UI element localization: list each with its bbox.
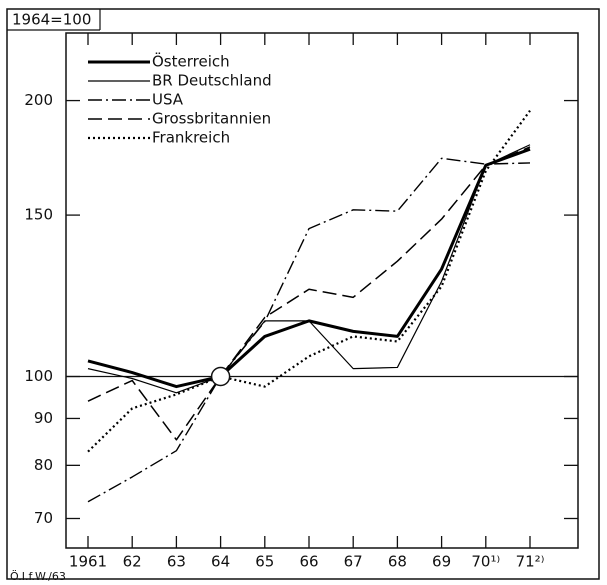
x-tick-label: 62 xyxy=(123,553,142,571)
x-tick-label: 66 xyxy=(299,553,318,571)
x-tick-label: 67 xyxy=(344,553,363,571)
legend-label: Grossbritannien xyxy=(152,110,271,128)
series-line xyxy=(87,110,531,453)
x-tick-label: 1961 xyxy=(69,553,107,571)
x-tick-label: 64 xyxy=(211,553,230,571)
y-tick-label: 200 xyxy=(24,91,53,109)
y-tick-label: 80 xyxy=(34,456,53,474)
source: Ö.I.f.W./63 xyxy=(10,570,66,583)
base-marker xyxy=(210,366,231,387)
y-tick-label: 70 xyxy=(34,509,53,527)
plot-frame xyxy=(65,32,579,549)
y-tick-label: 100 xyxy=(24,367,53,385)
x-tick-label: 63 xyxy=(167,553,186,571)
series-line xyxy=(87,157,531,503)
legend-label: USA xyxy=(152,91,184,109)
x-tick-label: 69 xyxy=(432,553,451,571)
y-tick-label: 150 xyxy=(24,206,53,224)
legend-label: BR Deutschland xyxy=(152,72,272,90)
x-tick-label: 70¹⁾ xyxy=(471,553,500,571)
outer-frame xyxy=(6,8,600,580)
x-tick-label: 71²⁾ xyxy=(516,553,545,571)
series-line xyxy=(87,144,531,394)
subtitle: 1964=100 xyxy=(12,11,91,29)
x-tick-label: 65 xyxy=(255,553,274,571)
series-line xyxy=(87,146,531,441)
legend-label: Österreich xyxy=(152,52,230,71)
y-tick-label: 90 xyxy=(34,409,53,427)
legend-label: Frankreich xyxy=(152,129,230,147)
series-line xyxy=(87,147,531,389)
x-tick-label: 68 xyxy=(388,553,407,571)
